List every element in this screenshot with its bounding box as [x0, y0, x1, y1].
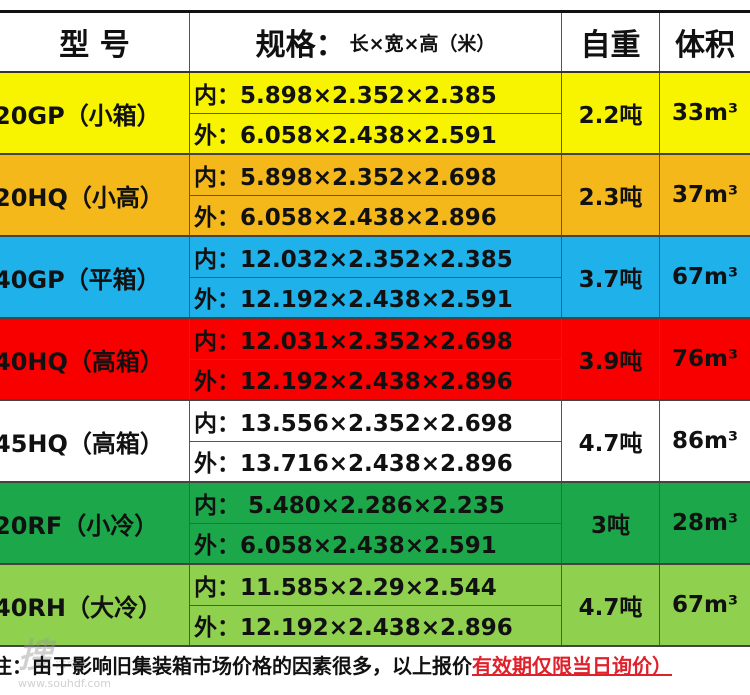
weight-cell: 2.3吨	[562, 155, 660, 235]
header-volume: 体积	[675, 28, 735, 63]
weight-cell: 4.7吨	[562, 401, 660, 481]
model-name: 40RH（大冷）	[0, 593, 162, 622]
outer-dimensions: 外：13.716×2.438×2.896	[194, 451, 513, 478]
spec-cell: 内： 5.480×2.286×2.235 外：6.058×2.438×2.591	[190, 483, 562, 563]
model-cell: 20RF（小冷）	[0, 483, 190, 563]
spec-cell: 内：5.898×2.352×2.698 外：6.058×2.438×2.896	[190, 155, 562, 235]
model-name: 20GP（小箱）	[0, 101, 161, 130]
volume-cell: 67m³	[672, 264, 739, 290]
outer-dimensions: 外：12.192×2.438×2.896	[194, 615, 513, 642]
model-name: 20RF（小冷）	[0, 511, 159, 540]
spec-cell: 内：5.898×2.352×2.385 外：6.058×2.438×2.591	[190, 73, 562, 153]
inner-dimensions: 内：12.032×2.352×2.385	[190, 237, 561, 278]
table-row: 40GP（平箱） 内：12.032×2.352×2.385 外：12.192×2…	[0, 237, 750, 319]
model-name: 20HQ（小高）	[0, 183, 164, 212]
table-row: 45HQ（高箱） 内：13.556×2.352×2.698 外：13.716×2…	[0, 401, 750, 483]
model-name: 45HQ（高箱）	[0, 429, 164, 458]
model-cell: 40GP（平箱）	[0, 237, 190, 317]
spec-cell: 内：12.032×2.352×2.385 外：12.192×2.438×2.59…	[190, 237, 562, 317]
model-name: 40HQ（高箱）	[0, 347, 164, 376]
table-row: 40HQ（高箱） 内：12.031×2.352×2.698 外：12.192×2…	[0, 319, 750, 401]
outer-dimensions: 外：6.058×2.438×2.591	[194, 533, 497, 560]
outer-dimensions: 外：6.058×2.438×2.896	[194, 205, 497, 232]
volume-cell: 76m³	[672, 346, 739, 372]
table-row: 40RH（大冷） 内：11.585×2.29×2.544 外：12.192×2.…	[0, 565, 750, 647]
table-row: 20RF（小冷） 内： 5.480×2.286×2.235 外：6.058×2.…	[0, 483, 750, 565]
header-weight: 自重	[562, 13, 660, 71]
model-cell: 40RH（大冷）	[0, 565, 190, 645]
volume-cell: 86m³	[672, 428, 739, 454]
model-cell: 20HQ（小高）	[0, 155, 190, 235]
header-model: 型 号	[0, 13, 190, 71]
weight-cell: 3吨	[562, 483, 660, 563]
weight-cell: 2.2吨	[562, 73, 660, 153]
model-cell: 45HQ（高箱）	[0, 401, 190, 481]
inner-dimensions: 内：13.556×2.352×2.698	[190, 401, 561, 442]
watermark-logo: 搜 活动房 www.souhdf.com	[18, 636, 111, 690]
model-cell: 40HQ（高箱）	[0, 319, 190, 399]
header-spec-label: 规格：	[255, 28, 346, 63]
outer-dimensions: 外：12.192×2.438×2.591	[194, 287, 513, 314]
inner-dimensions: 内： 5.480×2.286×2.235	[190, 483, 561, 524]
spec-cell: 内：11.585×2.29×2.544 外：12.192×2.438×2.896	[190, 565, 562, 645]
table-header: 型 号 规格： 长×宽×高（米） 自重 体积	[0, 13, 750, 73]
container-spec-table: 型 号 规格： 长×宽×高（米） 自重 体积 20GP（小箱） 内：5.898×2…	[0, 10, 750, 647]
model-name: 40GP（平箱）	[0, 265, 161, 294]
footnote-highlight: 有效期仅限当日询价）	[472, 654, 672, 678]
weight-cell: 3.9吨	[562, 319, 660, 399]
table-row: 20HQ（小高） 内：5.898×2.352×2.698 外：6.058×2.4…	[0, 155, 750, 237]
spec-cell: 内：13.556×2.352×2.698 外：13.716×2.438×2.89…	[190, 401, 562, 481]
volume-cell: 37m³	[672, 182, 739, 208]
footnote: 注：由于影响旧集装箱市场价格的因素很多，以上报价有效期仅限当日询价）	[0, 650, 672, 679]
outer-dimensions: 外：6.058×2.438×2.591	[194, 123, 497, 150]
header-spec: 规格： 长×宽×高（米）	[190, 13, 562, 71]
table-row: 20GP（小箱） 内：5.898×2.352×2.385 外：6.058×2.4…	[0, 73, 750, 155]
volume-cell: 28m³	[672, 510, 739, 536]
model-cell: 20GP（小箱）	[0, 73, 190, 153]
spec-cell: 内：12.031×2.352×2.698 外：12.192×2.438×2.89…	[190, 319, 562, 399]
inner-dimensions: 内：5.898×2.352×2.385	[190, 73, 561, 114]
header-spec-unit: 长×宽×高（米）	[349, 32, 496, 55]
weight-cell: 3.7吨	[562, 237, 660, 317]
volume-cell: 67m³	[672, 592, 739, 618]
inner-dimensions: 内：12.031×2.352×2.698	[190, 319, 561, 360]
outer-dimensions: 外：12.192×2.438×2.896	[194, 369, 513, 396]
volume-cell: 33m³	[672, 100, 739, 126]
weight-cell: 4.7吨	[562, 565, 660, 645]
inner-dimensions: 内：11.585×2.29×2.544	[190, 565, 561, 606]
footnote-text: 注：由于影响旧集装箱市场价格的因素很多，以上报价	[0, 654, 472, 678]
inner-dimensions: 内：5.898×2.352×2.698	[190, 155, 561, 196]
